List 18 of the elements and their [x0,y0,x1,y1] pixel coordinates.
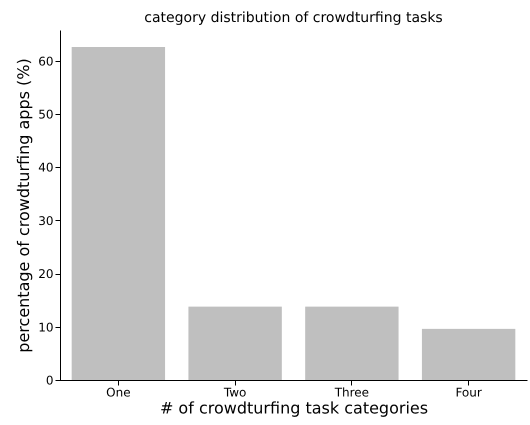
y-axis-title: percentage of crowdturfing apps (%) [14,58,34,353]
y-tick-label: 40 [38,160,54,175]
x-tick-label: One [106,386,131,400]
y-tick-label: 10 [38,320,54,334]
y-tick-label: 50 [38,108,54,122]
y-tick-label: 60 [38,54,54,68]
chart-title: category distribution of crowdturfing tasks [144,10,443,26]
y-tick-label: 0 [46,374,54,388]
x-tick-label: Four [455,386,482,400]
bar [305,306,399,380]
x-axis-title: # of crowdturfing task categories [160,398,428,418]
y-tick-label: 20 [38,267,54,282]
x-tick-label: Three [334,386,370,400]
x-tick-label: Two [222,386,246,400]
bar [188,306,282,380]
y-tick-label: 30 [38,214,54,228]
bar [422,328,516,380]
bar [72,47,166,380]
